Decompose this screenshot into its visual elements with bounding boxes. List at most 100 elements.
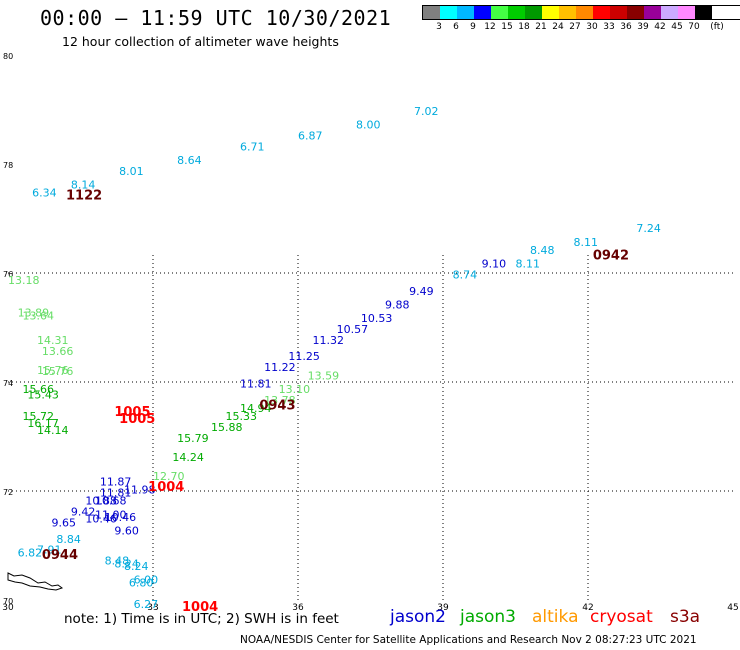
legend-swatches <box>422 5 740 20</box>
legend-swatch <box>474 6 491 19</box>
wave-height-value: 13.66 <box>42 345 73 358</box>
lat-tick-label: 72 <box>3 488 13 497</box>
wave-height-value: 8.24 <box>114 557 139 570</box>
wave-height-points: 9.659.4210.4611.0010.4610.8810.6811.8111… <box>8 105 661 611</box>
wave-height-value: 13.59 <box>308 369 340 382</box>
wave-height-value: 6.71 <box>240 140 265 153</box>
track-time-label: 0944 <box>42 548 78 563</box>
axis-labels: 30 33 36 39 42 45 80 78 76 74 72 70 <box>2 52 738 613</box>
page-subtitle: 12 hour collection of altimeter wave hei… <box>62 34 339 49</box>
credit-line: NOAA/NESDIS Center for Satellite Applica… <box>240 634 697 646</box>
wave-height-value: 15.33 <box>226 410 258 423</box>
wave-height-value: 15.66 <box>23 383 55 396</box>
wave-height-value: 10.53 <box>361 312 393 325</box>
lat-tick-label: 70 <box>3 597 13 606</box>
wave-height-value: 8.01 <box>119 165 143 178</box>
legend-swatch <box>542 6 559 19</box>
page-title: 00:00 – 11:59 UTC 10/30/2021 <box>40 6 392 30</box>
legend-swatch <box>423 6 440 19</box>
track-time-label: 1005 <box>119 412 155 427</box>
legend-label: 15 <box>501 22 513 32</box>
legend-swatch <box>695 6 712 19</box>
lat-tick-label: 76 <box>3 270 13 279</box>
legend-swatch <box>508 6 525 19</box>
wave-height-value: 9.49 <box>409 285 434 298</box>
wave-height-value: 15.79 <box>177 432 209 445</box>
wave-height-value: 7.02 <box>414 105 439 118</box>
legend-label: 45 <box>671 22 683 32</box>
track-time-label: 1122 <box>66 188 102 203</box>
track-time-label: 0942 <box>593 248 629 263</box>
legend-swatch <box>678 6 695 19</box>
wave-height-value: 9.10 <box>482 258 507 271</box>
satellite-cryosat: cryosat <box>590 607 653 627</box>
legend-label: 21 <box>535 22 547 32</box>
legend-swatch <box>644 6 661 19</box>
legend-labels: 3 6 9 12 15 18 21 24 27 30 33 36 39 42 45 70 (ft) <box>422 22 740 34</box>
legend-swatch <box>576 6 593 19</box>
legend-label: 6 <box>453 22 459 32</box>
legend-label: 36 <box>620 22 632 32</box>
wave-height-value: 13.18 <box>8 274 40 287</box>
wave-height-value: 8.00 <box>356 119 381 132</box>
wave-height-value: 13.89 <box>18 307 49 320</box>
legend-swatch <box>661 6 678 19</box>
wave-height-value: 13.64 <box>23 309 55 322</box>
track-time-label: 1004 <box>182 600 218 615</box>
wave-height-value: 6.00 <box>134 574 159 587</box>
wave-height-value: 6.87 <box>298 129 323 142</box>
wave-height-value: 15.88 <box>211 421 243 434</box>
wave-height-value: 10.88 <box>85 495 117 508</box>
legend-swatch <box>559 6 576 19</box>
wave-height-value: 6.82 <box>18 546 42 559</box>
legend-label: 3 <box>436 22 442 32</box>
wave-height-value: 9.65 <box>52 516 77 529</box>
wave-height-value: 13.10 <box>279 383 311 396</box>
satellite-jason3: jason3 <box>460 607 516 627</box>
wave-height-value: 8.11 <box>574 236 599 249</box>
wave-height-value: 10.46 <box>85 513 117 526</box>
wave-height-value: 14.94 <box>240 402 272 415</box>
lon-tick-label: 42 <box>582 603 593 613</box>
wave-height-value: 11.81 <box>100 486 132 499</box>
satellite-altika: altika <box>532 607 579 627</box>
wave-height-value: 14.31 <box>37 334 69 347</box>
lon-tick-label: 33 <box>147 603 158 613</box>
legend-label: 30 <box>586 22 598 32</box>
satellite-jason2: jason2 <box>390 607 446 627</box>
wave-height-value: 8.84 <box>56 533 80 546</box>
legend-label: 9 <box>470 22 476 32</box>
wave-height-value: 6.80 <box>129 576 154 589</box>
legend-label: (ft) <box>710 22 724 32</box>
wave-height-value: 8.48 <box>105 555 129 568</box>
wave-height-value: 15.76 <box>42 365 73 378</box>
map-grid <box>8 255 733 600</box>
legend-label: 42 <box>654 22 666 32</box>
wave-height-value: 11.25 <box>288 350 320 363</box>
lon-tick-label: 45 <box>727 603 738 613</box>
wave-height-value: 7.24 <box>636 222 661 235</box>
legend-label: 24 <box>552 22 564 32</box>
wave-height-value: 9.88 <box>385 298 410 311</box>
lon-tick-label: 36 <box>292 603 304 613</box>
legend-label: 39 <box>637 22 649 32</box>
legend-label: 12 <box>484 22 496 32</box>
wave-height-value: 9.42 <box>71 506 96 519</box>
wave-height-value: 15.76 <box>37 364 69 377</box>
lon-tick-label: 39 <box>437 603 449 613</box>
wave-height-value: 13.78 <box>264 394 296 407</box>
coastline <box>7 572 64 591</box>
wave-height-value: 8.48 <box>530 244 555 257</box>
wave-height-value: 15.72 <box>23 410 55 423</box>
kola-coastline <box>7 572 64 591</box>
wave-height-color-legend: 3 6 9 12 15 18 21 24 27 30 33 36 39 42 45 70 (ft) <box>422 5 740 34</box>
legend-label: 70 <box>688 22 700 32</box>
legend-swatch <box>457 6 474 19</box>
legend-swatch <box>627 6 644 19</box>
wave-height-value: 8.14 <box>71 179 96 192</box>
wave-height-value: 8.11 <box>516 258 541 271</box>
legend-swatch <box>525 6 542 19</box>
lat-tick-label: 78 <box>3 161 13 170</box>
